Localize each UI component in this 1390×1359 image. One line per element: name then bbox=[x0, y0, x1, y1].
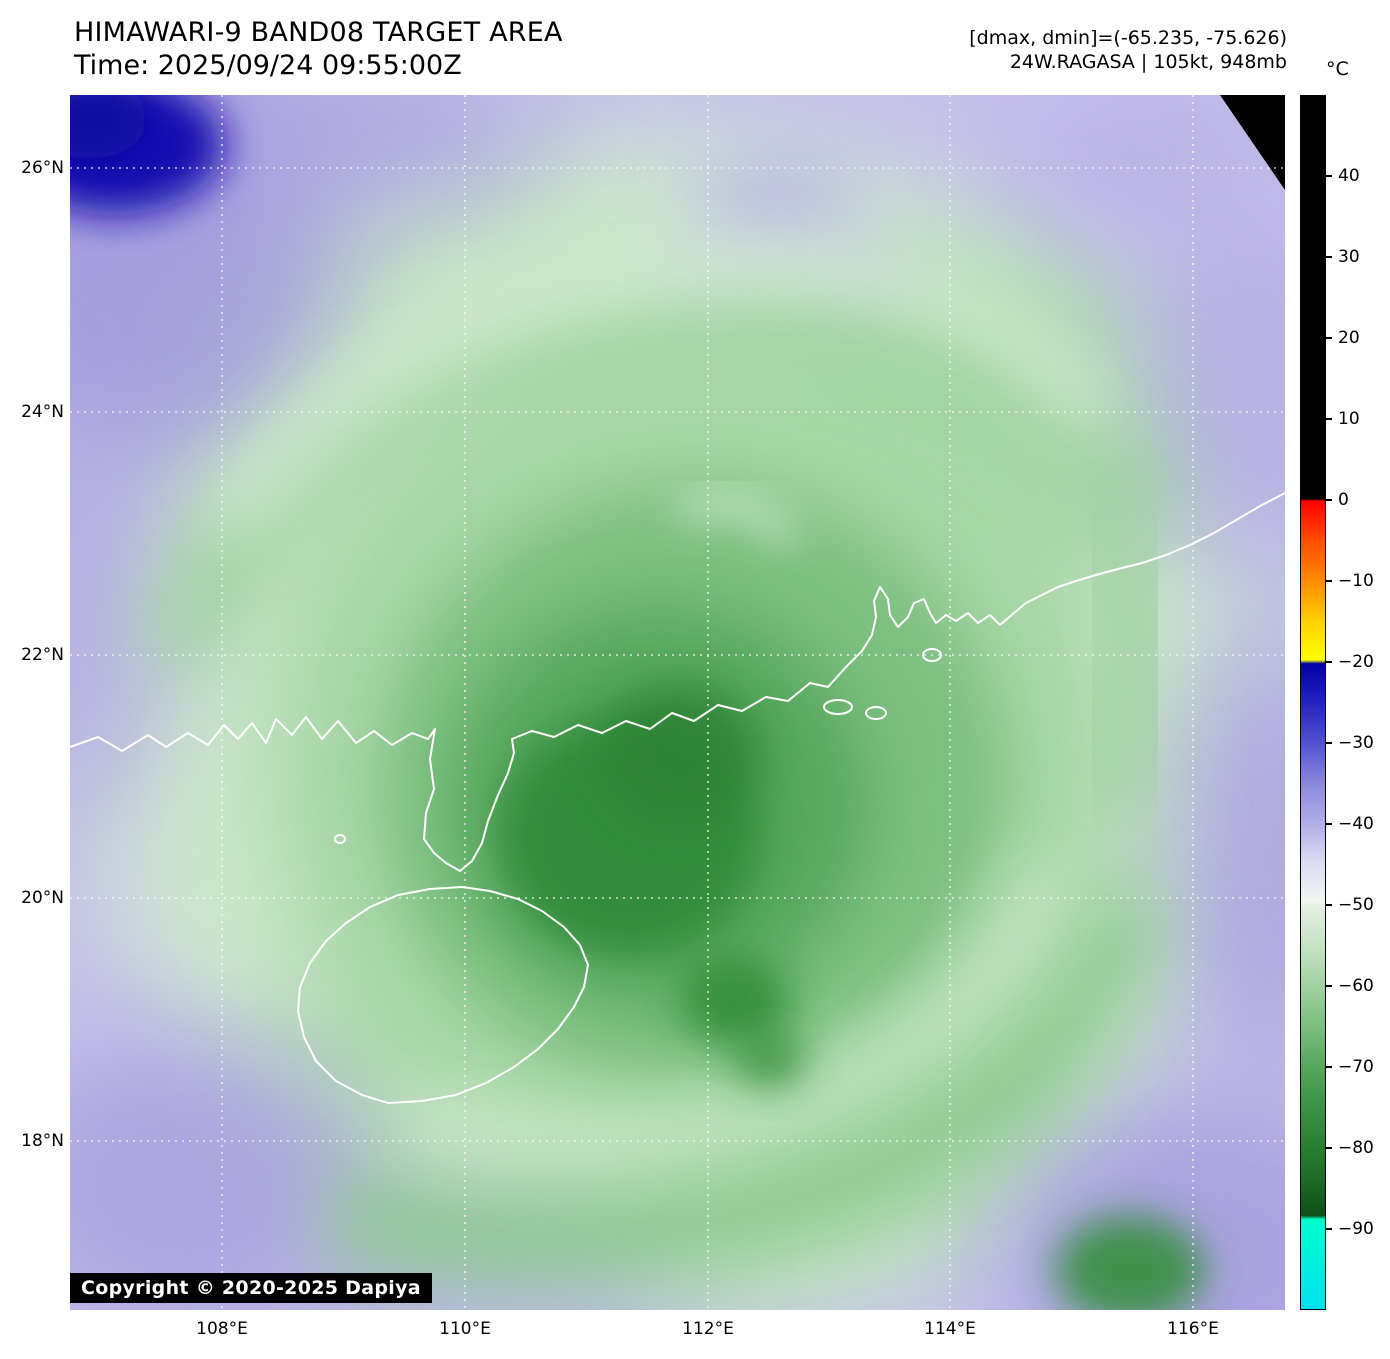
colorbar-label-m80: −80 bbox=[1338, 1138, 1374, 1158]
colorbar-tick bbox=[1326, 256, 1332, 258]
lat-tick-20n: 20°N bbox=[21, 888, 64, 908]
coastlines bbox=[70, 492, 1285, 1104]
lon-tick-114e: 114°E bbox=[924, 1319, 976, 1339]
lat-tick-22n: 22°N bbox=[21, 645, 64, 665]
colorbar-tick bbox=[1326, 1066, 1332, 1068]
island-outline bbox=[865, 706, 887, 720]
colorbar-tick bbox=[1326, 661, 1332, 663]
colorbar-tick bbox=[1326, 499, 1332, 501]
header-right: [dmax, dmin]=(-65.235, -75.626) 24W.RAGA… bbox=[969, 26, 1287, 74]
lat-tick-26n: 26°N bbox=[21, 158, 64, 178]
coastline-hainan bbox=[297, 886, 589, 1104]
lon-tick-116e: 116°E bbox=[1167, 1319, 1219, 1339]
colorbar-label-40: 40 bbox=[1338, 166, 1360, 186]
island-outline bbox=[823, 699, 853, 715]
colorbar-tick bbox=[1326, 1228, 1332, 1230]
colorbar-tick bbox=[1326, 904, 1332, 906]
colorbar-label-0: 0 bbox=[1338, 490, 1349, 510]
colorbar-label-m10: −10 bbox=[1338, 571, 1374, 591]
image-time: Time: 2025/09/24 09:55:00Z bbox=[74, 50, 462, 81]
header-left: HIMAWARI-9 BAND08 TARGET AREA Time: 2025… bbox=[74, 16, 563, 82]
colorbar-tick bbox=[1326, 1147, 1332, 1149]
cloud-field bbox=[70, 95, 1285, 1310]
coastline-south-china bbox=[70, 492, 1285, 872]
colorbar-tick bbox=[1326, 580, 1332, 582]
colorbar-unit-label: °C bbox=[1326, 58, 1349, 80]
colorbar-label-m40: −40 bbox=[1338, 814, 1374, 834]
colorbar-tick bbox=[1326, 742, 1332, 744]
image-title: HIMAWARI-9 BAND08 TARGET AREA bbox=[74, 17, 563, 48]
colorbar-label-30: 30 bbox=[1338, 247, 1360, 267]
island-outline bbox=[922, 648, 942, 662]
colorbar-label-m90: −90 bbox=[1338, 1219, 1374, 1239]
colorbar-label-m30: −30 bbox=[1338, 733, 1374, 753]
colorbar-label-10: 10 bbox=[1338, 409, 1360, 429]
colorbar-label-m50: −50 bbox=[1338, 895, 1374, 915]
colorbar-tick bbox=[1326, 337, 1332, 339]
colorbar-tick bbox=[1326, 985, 1332, 987]
dmax-dmin-readout: [dmax, dmin]=(-65.235, -75.626) bbox=[969, 27, 1287, 49]
colorbar-tick bbox=[1326, 418, 1332, 420]
south-rainband bbox=[319, 880, 1176, 1285]
colorbar-label-m60: −60 bbox=[1338, 976, 1374, 996]
colorbar-label-20: 20 bbox=[1338, 328, 1360, 348]
island-outline bbox=[334, 834, 346, 844]
colorbar-tick bbox=[1326, 823, 1332, 825]
lon-tick-108e: 108°E bbox=[196, 1319, 248, 1339]
satellite-imagery bbox=[70, 95, 1285, 1310]
colorbar-gradient bbox=[1300, 95, 1326, 1310]
copyright-label: Copyright © 2020-2025 Dapiya bbox=[70, 1273, 432, 1303]
off-scan-wedge bbox=[1220, 95, 1285, 190]
lon-tick-112e: 112°E bbox=[682, 1319, 734, 1339]
lon-tick-110e: 110°E bbox=[439, 1319, 491, 1339]
lat-tick-24n: 24°N bbox=[21, 402, 64, 422]
colorbar-tick bbox=[1326, 175, 1332, 177]
lat-tick-18n: 18°N bbox=[21, 1131, 64, 1151]
colorbar-label-m20: −20 bbox=[1338, 652, 1374, 672]
satellite-map: Copyright © 2020-2025 Dapiya bbox=[70, 95, 1285, 1310]
storm-info: 24W.RAGASA | 105kt, 948mb bbox=[1009, 51, 1287, 73]
colorbar-label-m70: −70 bbox=[1338, 1057, 1374, 1077]
